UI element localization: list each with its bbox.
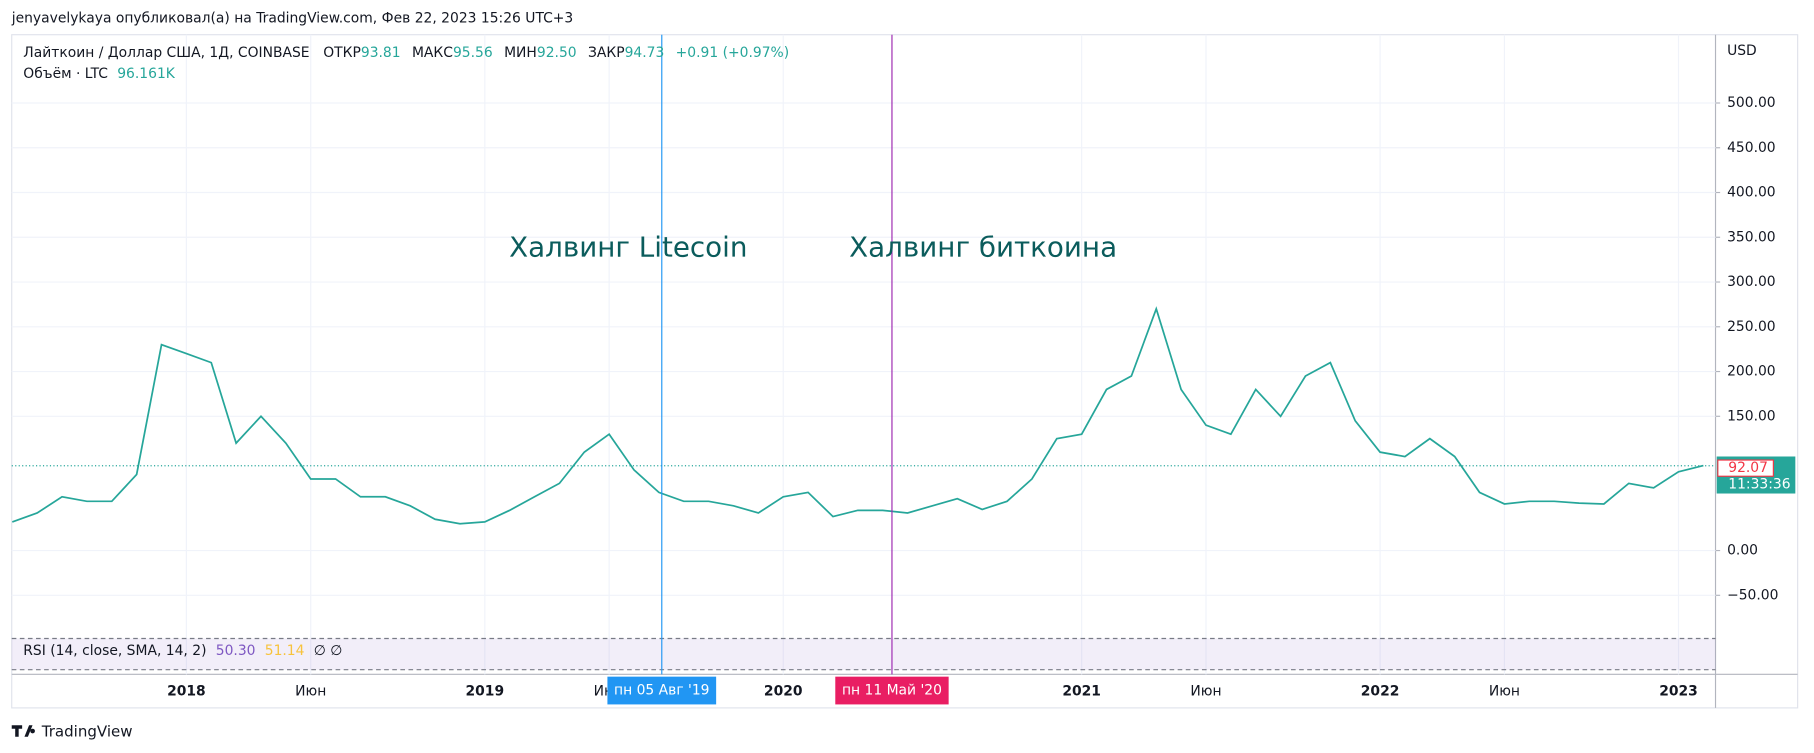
y-tick-label: 300.00 [1727, 274, 1776, 290]
value: 95.56 [453, 45, 493, 61]
logo-icon [11, 725, 35, 737]
currency: USD [1727, 43, 1757, 59]
y-tick-label: 450.00 [1727, 140, 1776, 156]
y-tick-label: 200.00 [1727, 364, 1776, 380]
prev-close-box [1717, 459, 1774, 477]
y-tick-label: 150.00 [1727, 408, 1776, 424]
x-tick-label: 2018 [167, 684, 206, 700]
logo-text: TradingView [41, 723, 133, 741]
change: +0.91 (+0.97%) [676, 45, 789, 61]
y-tick-label: 400.00 [1727, 185, 1776, 201]
marker-label: пн 11 Май '20 [842, 683, 942, 699]
x-tick-label: Июн [295, 684, 326, 700]
price-line [12, 306, 1704, 525]
y-tick-label: 0.00 [1727, 543, 1758, 559]
x-tick-label: 2019 [465, 684, 504, 700]
marker-label: пн 05 Авг '19 [614, 683, 709, 699]
volume-legend: Объём · LTC 96.161K [23, 66, 175, 82]
value: 94.73 [625, 45, 665, 61]
value: 92.50 [537, 45, 577, 61]
value: 93.81 [361, 45, 401, 61]
value: ∅ ∅ [314, 643, 343, 659]
y-tick-label: 500.00 [1727, 95, 1776, 111]
time-axis: 2018Июн2019Июн20202021Июн2022Июн2023 [167, 684, 1698, 700]
value: 50.30 [216, 643, 256, 659]
price-labels: 500.00 450.00 400.00 350.00 300.00 250.00 200.… [1715, 95, 1796, 603]
label: МИН [504, 45, 537, 61]
value: 51.14 [265, 643, 305, 659]
y-tick-label: 250.00 [1727, 319, 1776, 335]
label: Объём · LTC [23, 66, 108, 82]
legend: Лайткоин / Доллар США, 1Д, COINBASE ОТКР… [23, 45, 789, 659]
marker-box [835, 676, 949, 705]
marker-box [607, 676, 717, 705]
value: 96.161K [117, 66, 176, 82]
label: ЗАКР [588, 45, 625, 61]
x-tick-label: Июн [1190, 684, 1221, 700]
legend-line: Лайткоин / Доллар США, 1Д, COINBASE ОТКР… [23, 45, 789, 61]
rsi-band [11, 638, 1716, 670]
publisher: jenyavelykaya опубликовал(а) на TradingV… [11, 11, 574, 27]
x-tick-label: 2022 [1361, 684, 1400, 700]
grid [11, 34, 1716, 675]
y-tick-label: 350.00 [1727, 229, 1776, 245]
rsi-legend: RSI (14, close, SMA, 14, 2) 50.30 51.14 ∅ ∅ [23, 643, 342, 659]
label: МАКС [412, 45, 453, 61]
x-tick-label: 2020 [764, 684, 803, 700]
annotation: Халвинг Litecoin [509, 231, 747, 264]
label: RSI (14, close, SMA, 14, 2) [23, 643, 206, 659]
annotation: Халвинг биткоина [849, 231, 1117, 264]
y-tick-label: −50.00 [1727, 587, 1778, 603]
plot [11, 306, 1716, 525]
prev-close: 92.07 [1728, 460, 1768, 476]
x-tick-label: 2021 [1062, 684, 1101, 700]
x-tick-label: 2023 [1659, 684, 1698, 700]
label: ОТКР [323, 45, 361, 61]
symbol: Лайткоин / Доллар США, 1Д, COINBASE [23, 45, 309, 61]
x-tick-label: Июн [1489, 684, 1520, 700]
countdown: 11:33:36 [1728, 476, 1790, 492]
